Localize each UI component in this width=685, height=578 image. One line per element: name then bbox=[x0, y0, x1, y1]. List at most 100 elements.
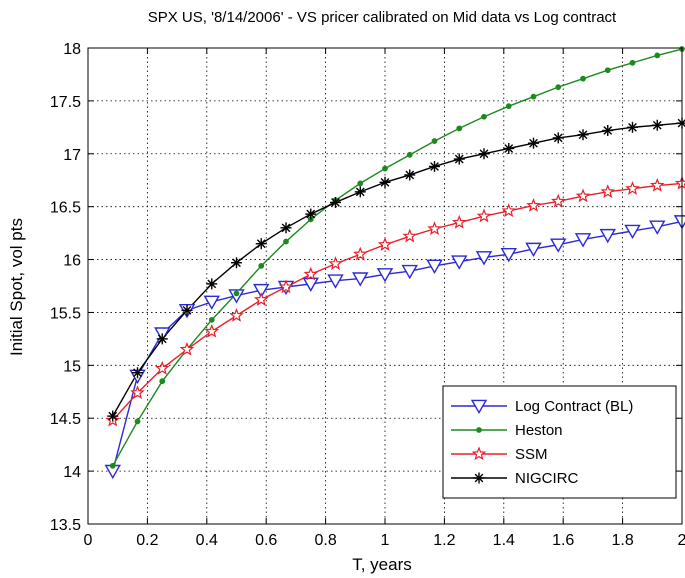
x-tick-label: 1.4 bbox=[493, 532, 515, 549]
data-point bbox=[179, 341, 195, 356]
data-point bbox=[329, 196, 341, 208]
data-point bbox=[575, 188, 591, 203]
data-point bbox=[604, 67, 611, 74]
data-point bbox=[451, 214, 467, 229]
legend-item: Log Contract (BL) bbox=[451, 398, 633, 415]
data-point bbox=[451, 255, 468, 270]
data-point bbox=[404, 169, 416, 181]
data-point bbox=[154, 360, 170, 375]
data-point bbox=[229, 307, 244, 322]
series-markers-4 bbox=[107, 117, 685, 422]
data-point bbox=[352, 272, 369, 287]
y-tick-label: 13.5 bbox=[50, 517, 81, 534]
data-point bbox=[481, 113, 487, 120]
data-point bbox=[574, 233, 592, 248]
data-point bbox=[280, 222, 292, 234]
y-axis-label: Initial Spot, vol pts bbox=[7, 218, 26, 356]
data-point bbox=[525, 242, 542, 258]
y-tick-label: 16 bbox=[63, 253, 81, 270]
data-point bbox=[649, 177, 665, 192]
legend-marker bbox=[471, 446, 487, 461]
data-point bbox=[328, 256, 343, 270]
legend-item: Heston bbox=[451, 422, 563, 439]
data-point bbox=[402, 228, 418, 243]
data-point bbox=[505, 103, 512, 110]
x-tick-label: 1 bbox=[381, 532, 390, 549]
data-point bbox=[231, 257, 242, 269]
legend-item: SSM bbox=[451, 446, 548, 463]
chart-title: SPX US, '8/14/2006' - VS pricer calibrat… bbox=[148, 9, 617, 26]
data-point bbox=[204, 323, 220, 338]
data-point bbox=[376, 268, 394, 283]
data-point bbox=[500, 247, 517, 263]
data-point bbox=[283, 238, 289, 245]
data-point bbox=[203, 295, 220, 310]
data-point bbox=[624, 224, 641, 240]
legend-label: SSM bbox=[515, 446, 548, 463]
x-tick-label: 0.4 bbox=[196, 532, 218, 549]
data-point bbox=[156, 333, 168, 345]
data-point bbox=[107, 410, 119, 422]
data-point bbox=[600, 184, 616, 199]
legend-label: Log Contract (BL) bbox=[515, 398, 633, 415]
data-point bbox=[134, 418, 141, 425]
data-point bbox=[599, 228, 616, 244]
data-point bbox=[406, 151, 413, 158]
legend-label: Heston bbox=[515, 422, 563, 439]
data-point bbox=[550, 238, 567, 253]
data-point bbox=[352, 246, 368, 261]
x-tick-label: 1.6 bbox=[552, 532, 574, 549]
data-point bbox=[181, 304, 193, 316]
data-point bbox=[649, 220, 666, 235]
legend-item: NIGCIRC bbox=[451, 470, 579, 487]
data-point bbox=[382, 165, 388, 172]
data-point bbox=[530, 93, 537, 100]
data-point bbox=[354, 186, 366, 198]
data-point bbox=[255, 238, 267, 250]
data-point bbox=[357, 180, 364, 187]
x-axis: 0 0.2 0.4 0.6 0.8 1 1.2 1.4 1.6 1.8 2 bbox=[84, 48, 685, 549]
data-point bbox=[580, 75, 586, 82]
legend-marker bbox=[476, 427, 482, 433]
data-point bbox=[526, 197, 541, 212]
data-point bbox=[258, 263, 265, 269]
data-point bbox=[552, 132, 564, 144]
data-point bbox=[305, 208, 317, 220]
y-tick-label: 17.5 bbox=[50, 94, 81, 111]
data-point bbox=[302, 277, 319, 292]
data-point bbox=[130, 385, 145, 400]
data-point bbox=[253, 292, 269, 306]
data-point bbox=[629, 59, 636, 66]
data-point bbox=[109, 462, 116, 469]
x-tick-label: 1.2 bbox=[433, 532, 455, 549]
data-point bbox=[602, 125, 614, 137]
data-point bbox=[528, 137, 539, 149]
legend-marker bbox=[470, 399, 488, 415]
data-point bbox=[427, 221, 442, 236]
series-line-4 bbox=[112, 122, 683, 417]
series-line-2 bbox=[112, 48, 683, 467]
data-point bbox=[476, 208, 492, 223]
y-axis: 13.5 14 14.5 15 15.5 16 16.5 17 17.5 18 bbox=[50, 41, 682, 534]
y-tick-label: 14 bbox=[63, 464, 81, 481]
y-tick-label: 16.5 bbox=[50, 200, 81, 217]
data-point bbox=[426, 259, 443, 274]
y-tick-label: 18 bbox=[63, 41, 81, 58]
data-point bbox=[626, 121, 638, 133]
x-tick-label: 0 bbox=[84, 532, 93, 549]
data-point bbox=[206, 278, 218, 290]
x-tick-label: 0.8 bbox=[314, 532, 336, 549]
data-point bbox=[475, 251, 493, 266]
data-point bbox=[253, 283, 270, 299]
data-point bbox=[377, 237, 393, 251]
data-point bbox=[456, 125, 463, 132]
data-point bbox=[401, 264, 418, 280]
y-tick-label: 17 bbox=[63, 147, 81, 164]
x-tick-label: 0.6 bbox=[255, 532, 277, 549]
data-point bbox=[577, 129, 589, 141]
data-point bbox=[327, 274, 344, 289]
x-axis-label: T, years bbox=[352, 555, 412, 574]
data-point bbox=[379, 176, 391, 188]
legend-marker bbox=[473, 472, 485, 484]
